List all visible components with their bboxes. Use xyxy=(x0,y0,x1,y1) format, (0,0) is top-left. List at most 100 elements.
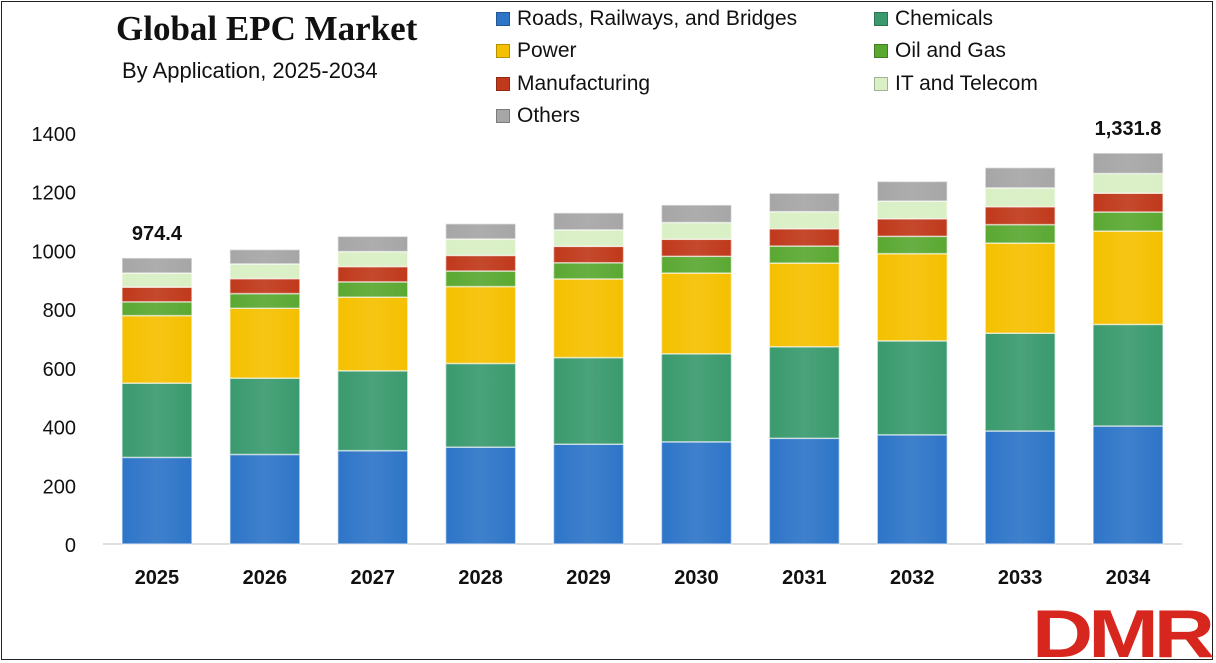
bar-segment xyxy=(768,192,841,213)
bar-segment xyxy=(984,332,1056,432)
bar-segment xyxy=(552,356,625,445)
bar-segment xyxy=(1092,230,1164,326)
bar-segment xyxy=(984,166,1056,189)
bar-segment xyxy=(229,292,301,310)
dmr-logo: DMR xyxy=(1032,599,1213,661)
legend-swatch xyxy=(874,44,888,58)
legend-swatch xyxy=(496,77,510,91)
y-tick-label: 0 xyxy=(65,535,76,557)
x-tick-label: 2025 xyxy=(135,567,180,589)
y-tick-label: 1200 xyxy=(32,183,77,205)
legend-swatch xyxy=(874,77,888,91)
legend-swatch xyxy=(874,12,888,26)
bar-segment xyxy=(121,301,193,317)
legend-item: IT and Telecom xyxy=(874,72,1038,96)
bar-segment xyxy=(337,281,409,298)
bar-segment xyxy=(660,441,733,545)
total-data-label: 1,331.8 xyxy=(1095,118,1162,140)
x-tick-label: 2026 xyxy=(243,567,288,589)
bar-segment xyxy=(229,277,301,295)
legend-item: Roads, Railways, and Bridges xyxy=(496,7,797,31)
y-tick-label: 1000 xyxy=(32,241,77,263)
bar-segment xyxy=(337,265,409,283)
bar-segment xyxy=(229,307,301,379)
bar-segment xyxy=(121,314,193,384)
bar-segment xyxy=(768,262,841,348)
legend-label: Others xyxy=(517,104,581,127)
bar-segment xyxy=(660,204,733,224)
y-tick-label: 400 xyxy=(43,418,76,440)
bar-segment xyxy=(121,286,193,303)
y-tick-label: 200 xyxy=(43,476,76,498)
bar-segment xyxy=(121,272,193,288)
bar-segment xyxy=(444,222,517,240)
legend-item: Oil and Gas xyxy=(874,39,1006,63)
bar-segment xyxy=(876,217,948,238)
bar-segment xyxy=(876,340,948,436)
legend-item: Others xyxy=(496,104,580,128)
bar-segment xyxy=(660,353,733,443)
bar-segment xyxy=(229,263,301,280)
bar-segment xyxy=(876,180,948,202)
bar-segment xyxy=(876,252,948,342)
legend-label: Oil and Gas xyxy=(895,39,1006,62)
legend-label: Manufacturing xyxy=(517,72,651,95)
bar-segment xyxy=(121,456,193,545)
x-tick-label: 2030 xyxy=(674,567,719,589)
bar-segment xyxy=(660,255,733,274)
bar-segment xyxy=(984,187,1056,208)
bar-segment xyxy=(337,235,409,253)
bar-segment xyxy=(768,245,841,264)
bar-segment xyxy=(444,446,517,545)
x-tick-label: 2033 xyxy=(998,567,1043,589)
bar-segment xyxy=(121,257,193,274)
bar-segment xyxy=(229,453,301,545)
legend-swatch xyxy=(496,44,510,58)
x-tick-label: 2028 xyxy=(458,567,503,589)
chart-subtitle: By Application, 2025-2034 xyxy=(122,58,378,83)
bar-segment xyxy=(1092,211,1164,232)
bar-segment xyxy=(984,205,1056,226)
bar-segment xyxy=(444,362,517,448)
bar-segment xyxy=(984,430,1056,545)
bar-segment xyxy=(444,238,517,257)
x-tick-label: 2031 xyxy=(782,567,827,589)
chart-title: Global EPC Market xyxy=(116,9,418,48)
legend-label: Chemicals xyxy=(895,7,994,30)
bar-segment xyxy=(876,200,948,220)
y-tick-label: 600 xyxy=(43,359,76,381)
bar-segment xyxy=(121,382,193,459)
legend-label: IT and Telecom xyxy=(895,72,1038,95)
bar-segment xyxy=(984,242,1056,334)
x-tick-label: 2034 xyxy=(1106,567,1151,589)
bar-segment xyxy=(444,270,517,288)
bar-segment xyxy=(337,296,409,372)
bar-segment xyxy=(768,345,841,440)
bar-segment xyxy=(552,245,625,264)
x-tick-label: 2027 xyxy=(351,567,396,589)
legend-item: Chemicals xyxy=(874,7,993,31)
bar-segment xyxy=(552,262,625,280)
bar-segment xyxy=(660,238,733,258)
bar-segment xyxy=(1092,152,1164,175)
x-tick-label: 2032 xyxy=(890,567,935,589)
bar-segment xyxy=(229,248,301,265)
bar-segment xyxy=(660,272,733,355)
bar-segment xyxy=(229,377,301,456)
legend-label: Roads, Railways, and Bridges xyxy=(517,7,798,30)
bar-segment xyxy=(1092,192,1164,213)
legend-label: Power xyxy=(517,39,577,62)
x-tick-label: 2029 xyxy=(566,567,611,589)
bar-segment xyxy=(552,278,625,359)
legend-item: Power xyxy=(496,39,577,63)
y-tick-label: 1400 xyxy=(32,124,77,146)
bar-segment xyxy=(768,227,841,247)
bar-segment xyxy=(876,235,948,255)
bar-segment xyxy=(337,449,409,545)
bar-segment xyxy=(552,443,625,545)
bar-segment xyxy=(444,285,517,365)
dmr-logo-text: DMR xyxy=(1032,599,1213,661)
legend-swatch xyxy=(496,12,510,26)
bar-segment xyxy=(1092,172,1164,194)
